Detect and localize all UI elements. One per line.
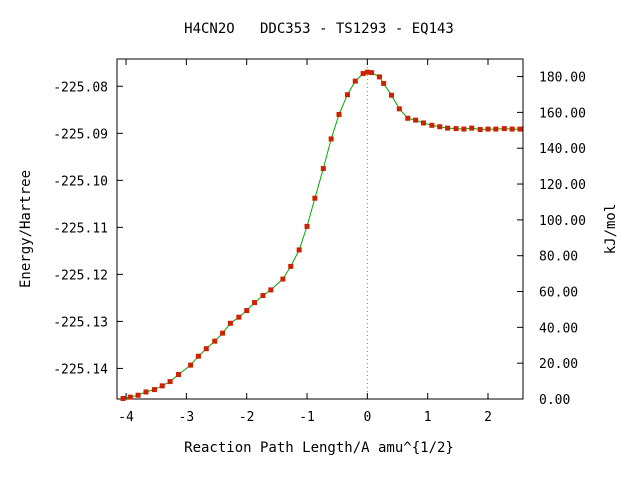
y-tick-label: -225.12	[53, 268, 108, 283]
data-point	[420, 120, 426, 126]
data-point	[288, 263, 294, 269]
data-point	[212, 338, 218, 344]
data-point	[304, 223, 310, 229]
y2-tick-label: 20.00	[539, 357, 578, 372]
data-point	[312, 195, 318, 201]
x-tick-label: 1	[424, 410, 432, 425]
x-tick-label: 0	[363, 410, 371, 425]
y2-tick-label: 0.00	[539, 393, 570, 408]
y-tick-label: -225.10	[53, 174, 108, 189]
data-point	[252, 300, 258, 306]
data-point	[453, 126, 459, 132]
data-point	[388, 92, 394, 98]
data-point	[429, 122, 435, 128]
y-tick-label: -225.14	[53, 362, 108, 377]
x-axis-ticks: -4 -3 -2 -1 0 1 2	[118, 59, 492, 425]
data-point	[268, 287, 274, 293]
data-point	[328, 136, 334, 142]
y2-tick-label: 180.00	[539, 71, 586, 86]
data-point	[195, 353, 201, 359]
data-point	[159, 383, 165, 389]
data-point	[396, 106, 402, 112]
data-point	[244, 308, 250, 314]
data-point	[120, 396, 126, 402]
y-tick-label: -225.08	[53, 80, 108, 95]
energy-data-points	[120, 69, 523, 402]
y2-tick-label: 40.00	[539, 321, 578, 336]
y-tick-label: -225.09	[53, 127, 108, 142]
plot-frame	[116, 58, 524, 400]
data-point	[509, 126, 515, 132]
x-tick-label: -3	[179, 410, 195, 425]
x-tick-label: -4	[118, 410, 134, 425]
data-point	[477, 127, 483, 133]
x-tick-label: 2	[484, 410, 492, 425]
data-point	[469, 125, 475, 131]
energy-curve-line	[122, 71, 520, 399]
data-point	[381, 80, 387, 86]
data-point	[220, 330, 226, 336]
y-axis-title: Energy/Hartree	[18, 170, 34, 288]
data-point	[296, 247, 302, 253]
y-tick-label: -225.11	[53, 221, 108, 236]
y2-tick-label: 60.00	[539, 286, 578, 301]
data-point	[280, 276, 286, 282]
y-tick-label: -225.13	[53, 315, 108, 330]
x-tick-label: -2	[239, 410, 255, 425]
data-point	[167, 379, 173, 385]
data-point	[405, 115, 411, 121]
data-point	[188, 362, 194, 368]
data-point	[151, 387, 157, 393]
data-point	[413, 117, 419, 123]
data-point	[344, 92, 350, 98]
data-point	[336, 111, 342, 117]
y2-tick-label: 100.00	[539, 214, 586, 229]
data-point	[445, 125, 451, 131]
y2-tick-label: 160.00	[539, 106, 586, 121]
chart-title: H4CN2O DDC353 - TS1293 - EQ143	[184, 21, 454, 37]
data-point	[135, 392, 141, 398]
data-point	[461, 126, 467, 132]
data-point	[320, 166, 326, 172]
y2-axis-ticks: 0.00 20.00 40.00 60.00 80.00 100.00 120.00 140.…	[517, 71, 586, 408]
x-tick-label: -1	[299, 410, 315, 425]
y2-axis-title: kJ/mol	[603, 204, 619, 255]
data-point	[485, 126, 491, 132]
data-point	[143, 389, 149, 395]
y-axis-ticks: -225.08 -225.09 -225.10 -225.11 -225.12 -225.…	[53, 80, 123, 377]
data-point	[352, 78, 358, 84]
y2-tick-label: 140.00	[539, 142, 586, 157]
data-point	[369, 70, 375, 76]
y2-tick-label: 120.00	[539, 178, 586, 193]
data-point	[236, 314, 242, 320]
data-point	[203, 346, 209, 352]
data-point	[364, 69, 370, 75]
data-point	[376, 74, 382, 80]
data-point	[260, 293, 266, 299]
data-point	[517, 126, 523, 132]
x-axis-title: Reaction Path Length/A amu^{1/2}	[184, 440, 454, 456]
data-point	[493, 126, 499, 132]
data-point	[360, 71, 366, 77]
y2-tick-label: 80.00	[539, 250, 578, 265]
data-point	[127, 394, 133, 400]
data-point	[501, 126, 507, 132]
data-point	[437, 124, 443, 130]
data-point	[176, 372, 182, 378]
data-point	[227, 320, 233, 326]
